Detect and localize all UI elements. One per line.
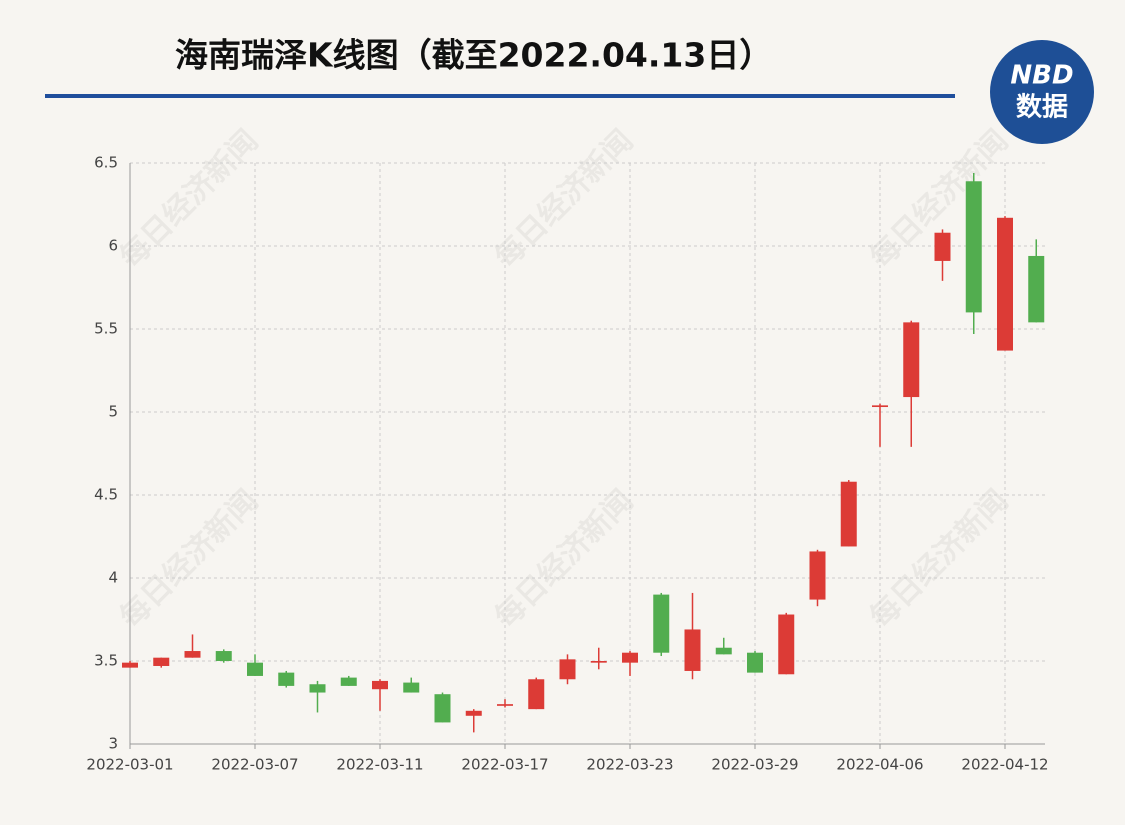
y-tick-label: 5.5 bbox=[94, 320, 118, 338]
logo-top: NBD bbox=[1010, 61, 1073, 91]
y-tick-label: 3 bbox=[108, 735, 118, 753]
x-tick-label: 2022-03-29 bbox=[711, 756, 798, 774]
candle-body bbox=[184, 651, 201, 658]
candle-body bbox=[340, 677, 357, 686]
candle-body bbox=[934, 232, 951, 261]
plot: 3 3.5 4 4.5 5 5.5 6 6.5 2022-03-01 2022-03-07 2022… bbox=[86, 154, 1048, 774]
candle-body bbox=[434, 694, 451, 723]
candle-body bbox=[622, 652, 638, 663]
candle-body bbox=[122, 662, 138, 668]
candle-body bbox=[778, 614, 795, 675]
candle-body bbox=[747, 652, 763, 673]
candle-body bbox=[278, 672, 295, 686]
candle-body bbox=[653, 594, 670, 653]
candle-body bbox=[153, 657, 170, 666]
candle-body bbox=[840, 481, 857, 547]
x-tick-label: 2022-03-23 bbox=[586, 756, 673, 774]
logo-bottom: 数据 bbox=[1016, 93, 1068, 123]
candle-body bbox=[903, 322, 920, 398]
y-tick-label: 3.5 bbox=[94, 652, 118, 670]
candle-body bbox=[497, 704, 513, 706]
candle-body bbox=[715, 647, 732, 655]
candle-body bbox=[997, 217, 1013, 351]
candle-body bbox=[809, 551, 826, 600]
candle-body bbox=[559, 659, 576, 680]
y-tick-label: 4.5 bbox=[94, 486, 118, 504]
y-tick-label: 6.5 bbox=[94, 154, 118, 172]
candle-body bbox=[372, 680, 388, 690]
candle-body bbox=[403, 682, 420, 693]
candle-body bbox=[309, 684, 326, 693]
y-tick-label: 6 bbox=[108, 237, 118, 255]
candle-body bbox=[965, 181, 982, 313]
candle-body bbox=[528, 679, 545, 710]
x-tick-label: 2022-03-17 bbox=[461, 756, 548, 774]
chart-title: 海南瑞泽K线图（截至2022.04.13日） bbox=[175, 36, 772, 75]
candle-body bbox=[247, 662, 263, 676]
candle-body bbox=[1028, 255, 1045, 323]
y-tick-label: 5 bbox=[108, 403, 118, 421]
x-tick-label: 2022-04-06 bbox=[836, 756, 923, 774]
x-tick-label: 2022-03-01 bbox=[86, 756, 173, 774]
candle-body bbox=[872, 405, 888, 408]
logo bbox=[990, 40, 1094, 144]
candle-body bbox=[590, 661, 607, 663]
x-tick-label: 2022-03-11 bbox=[336, 756, 423, 774]
x-tick-label: 2022-04-12 bbox=[961, 756, 1048, 774]
candle-body bbox=[465, 710, 482, 716]
candle-body bbox=[684, 629, 701, 671]
candle-body bbox=[215, 651, 232, 661]
y-tick-label: 4 bbox=[108, 569, 118, 587]
x-tick-label: 2022-03-07 bbox=[211, 756, 298, 774]
